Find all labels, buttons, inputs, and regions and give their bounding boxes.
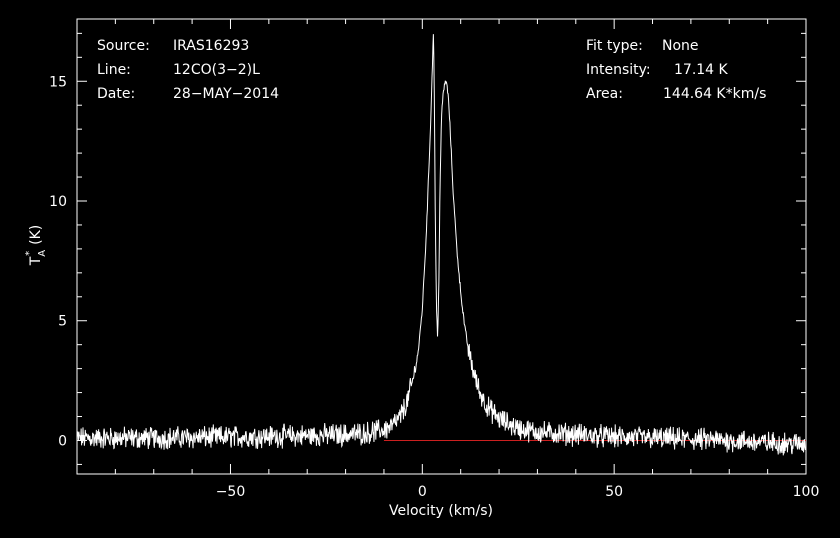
y-axis-label: TA* (K)	[24, 225, 48, 267]
y-axis-label-main: T	[28, 256, 44, 266]
plot-frame	[76, 18, 807, 475]
date-value: 28−MAY−2014	[173, 86, 279, 102]
area-value: 144.64 K*km/s	[663, 86, 766, 102]
axis-ticks	[76, 19, 807, 474]
x-axis-label: Velocity (km/s)	[389, 503, 493, 519]
line-value: 12CO(3−2)L	[173, 62, 260, 78]
source-label: Source:	[97, 38, 150, 54]
source-value: IRAS16293	[173, 38, 249, 54]
svg-text:TA*(K): TA* (K)	[24, 225, 48, 267]
fit-type-value: None	[662, 38, 699, 54]
y-tick-label: 15	[49, 74, 67, 90]
intensity-value: 17.14 K	[674, 62, 729, 78]
intensity-label: Intensity:	[586, 62, 651, 78]
y-axis-label-sup: *	[24, 251, 35, 256]
x-tick-label: 0	[418, 484, 427, 500]
x-tick-label: −50	[216, 484, 246, 500]
date-label: Date:	[97, 86, 135, 102]
spectrum-line	[76, 34, 807, 456]
line-label: Line:	[97, 62, 131, 78]
tick-labels: −50 0 50 100 0 5 10 15	[49, 74, 819, 500]
x-tick-label: 100	[793, 484, 820, 500]
fit-type-label: Fit type:	[586, 38, 643, 54]
y-axis-label-unit: (K)	[28, 225, 44, 245]
y-tick-label: 10	[49, 194, 67, 210]
y-axis-label-sub: A	[37, 250, 48, 257]
area-label: Area:	[586, 86, 623, 102]
x-tick-label: 50	[605, 484, 623, 500]
y-tick-label: 5	[58, 314, 67, 330]
y-tick-label: 0	[58, 433, 67, 449]
